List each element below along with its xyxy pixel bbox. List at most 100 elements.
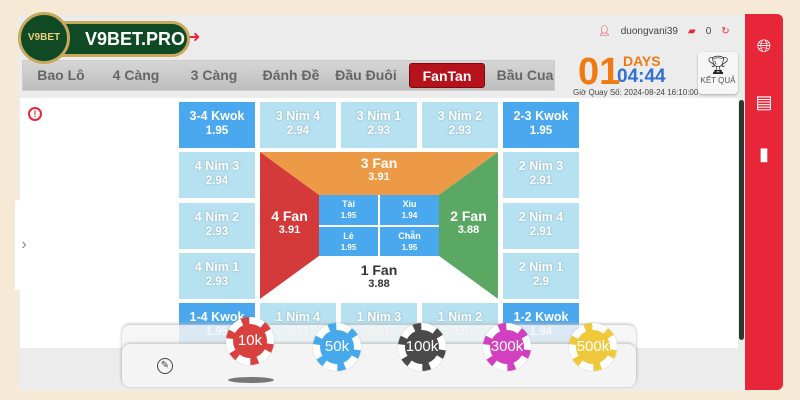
fan3-label: 3 Fan [360, 155, 398, 171]
bet-cell[interactable]: 4 Nim 2 2.93 [179, 203, 255, 249]
tai-odds: 1.95 [340, 211, 357, 220]
bet-label: 1-2 Kwok [513, 310, 569, 324]
chip-300k[interactable]: 300k [483, 323, 531, 371]
bet-label: 1 Nim 4 [275, 310, 321, 324]
bet-label: 1 Nim 3 [356, 310, 402, 324]
bet-odds: 1.95 [205, 125, 229, 137]
fan4-odds: 3.91 [278, 224, 301, 236]
bet-label: 2 Nim 1 [518, 260, 564, 274]
bet-4-fan[interactable] [260, 152, 319, 299]
bet-1-fan[interactable] [260, 256, 498, 299]
info-icon[interactable]: ! [28, 107, 42, 121]
countdown-days: 01 [578, 51, 621, 93]
logo-badge: V9BET [18, 12, 70, 64]
countdown-time: 04:44 [617, 66, 666, 87]
bet-label: 3 Nim 1 [356, 109, 402, 123]
chip-500k[interactable]: 500k [569, 323, 617, 371]
pencil-icon[interactable]: ✎ [157, 358, 173, 374]
bet-label: 4 Nim 1 [194, 260, 240, 274]
bet-odds: 2.93 [205, 226, 229, 238]
bet-label: 4 Nim 3 [194, 159, 240, 173]
chan-label: Chẵn [398, 231, 421, 241]
bet-odds: 2.93 [367, 125, 391, 137]
right-sidebar: 🌐︎ ▤ ▮ [745, 14, 783, 390]
bet-label: 4 Nim 2 [194, 210, 240, 224]
bet-odds: 2.94 [205, 175, 229, 187]
tab-bao-lo[interactable]: Bao Lô [37, 67, 85, 83]
fan3-odds: 3.91 [368, 171, 390, 183]
bet-label: 3 Nim 2 [437, 109, 483, 123]
bet-3-fan[interactable] [260, 152, 498, 195]
bet-chan[interactable]: Chẵn 1.95 [380, 227, 439, 256]
bet-odds: 1.95 [529, 125, 553, 137]
tai-label: Tài [341, 199, 355, 209]
chip-50k[interactable]: 50k [313, 323, 361, 371]
xiu-label: Xiu [402, 199, 417, 209]
game-tabs: Bao Lô 4 Càng 3 Càng Đánh Đề Đầu Đuôi Fa… [22, 60, 555, 91]
bet-label: 2-3 Kwok [513, 109, 569, 123]
bet-odds: 2.94 [286, 125, 310, 137]
book-icon[interactable]: ▮ [759, 144, 769, 164]
bet-label: 3 Nim 4 [275, 109, 321, 123]
result-button[interactable]: 🏆︎ KẾT QUẢ [698, 52, 738, 94]
tab-dau-duoi[interactable]: Đầu Đuôi [335, 67, 397, 83]
trophy-icon: 🏆︎ [706, 55, 730, 75]
bet-cell[interactable]: 4 Nim 1 2.93 [179, 253, 255, 299]
xiu-odds: 1.94 [401, 211, 418, 220]
bet-cell[interactable]: 3 Nim 4 2.94 [260, 102, 336, 148]
fan2-odds: 3.88 [457, 224, 480, 236]
draw-time: Giờ Quay Số: 2024-08-24 16:10:00 [573, 88, 699, 97]
bet-cell[interactable]: 2 Nim 3 2.91 [503, 152, 579, 198]
chip-tray [122, 344, 636, 387]
document-icon[interactable]: ▤ [755, 92, 773, 112]
bet-tai[interactable]: Tài 1.95 [319, 195, 378, 225]
chevron-left-handle[interactable]: › [15, 200, 33, 290]
tab-4-cang[interactable]: 4 Càng [112, 67, 160, 83]
selected-chip-shadow [228, 377, 274, 383]
bet-xiu[interactable]: Xiu 1.94 [380, 195, 439, 225]
fan4-label: 4 Fan [271, 208, 308, 224]
fan2-label: 2 Fan [450, 208, 487, 224]
bet-odds: 2.93 [205, 276, 229, 288]
bet-cell[interactable]: 2-3 Kwok 1.95 [503, 102, 579, 148]
chan-odds: 1.95 [401, 243, 418, 252]
bet-cell[interactable]: 3 Nim 2 2.93 [422, 102, 498, 148]
username: duongvani39 [620, 26, 678, 37]
bet-le[interactable]: Lẻ 1.95 [319, 227, 378, 256]
refresh-icon[interactable]: ↻ [721, 26, 730, 37]
bet-odds: 2.91 [529, 175, 553, 187]
user-bar: 👤︎ duongvani39 ▰ 0 ↻ [598, 26, 730, 37]
bet-odds: 2.93 [448, 125, 472, 137]
tab-fantan[interactable]: FanTan [409, 63, 485, 88]
bet-label: 1 Nim 2 [437, 310, 483, 324]
bet-label: 3-4 Kwok [189, 109, 245, 123]
fan1-odds: 3.88 [368, 278, 390, 290]
fan1-label: 1 Fan [360, 262, 398, 278]
globe-icon[interactable]: 🌐︎ [756, 36, 772, 56]
tab-bau-cua[interactable]: Bầu Cua [496, 67, 554, 83]
bet-label: 2 Nim 3 [518, 159, 564, 173]
bet-label: 2 Nim 4 [518, 210, 564, 224]
tab-3-cang[interactable]: 3 Càng [190, 67, 238, 83]
chip-100k[interactable]: 100k [398, 323, 446, 371]
bet-label: 1-4 Kwok [189, 310, 245, 324]
bet-cell[interactable]: 3 Nim 1 2.93 [341, 102, 417, 148]
wallet-icon: ▰ [687, 26, 696, 37]
bet-cell[interactable]: 2 Nim 1 2.9 [503, 253, 579, 299]
le-odds: 1.95 [340, 243, 357, 252]
balance: 0 [705, 26, 712, 37]
bet-cell[interactable]: 3-4 Kwok 1.95 [179, 102, 255, 148]
tab-danh-de[interactable]: Đánh Đề [262, 67, 320, 83]
fan-center: 3 Fan 3.91 4 Fan 3.91 2 Fan 3.88 1 Fan 3.88 … [260, 152, 498, 299]
bet-odds: 2.9 [533, 276, 549, 288]
logout-icon[interactable]: ➜ [187, 29, 201, 46]
scrollbar[interactable] [739, 100, 744, 340]
chip-10k[interactable]: 10k [226, 317, 274, 365]
bet-2-fan[interactable] [439, 152, 498, 299]
result-label: KẾT QUẢ [700, 76, 736, 85]
bet-cell[interactable]: 4 Nim 3 2.94 [179, 152, 255, 198]
user-icon: 👤︎ [598, 26, 611, 37]
le-label: Lẻ [343, 231, 354, 241]
bet-cell[interactable]: 2 Nim 4 2.91 [503, 203, 579, 249]
days-label: DAYS [623, 53, 661, 69]
